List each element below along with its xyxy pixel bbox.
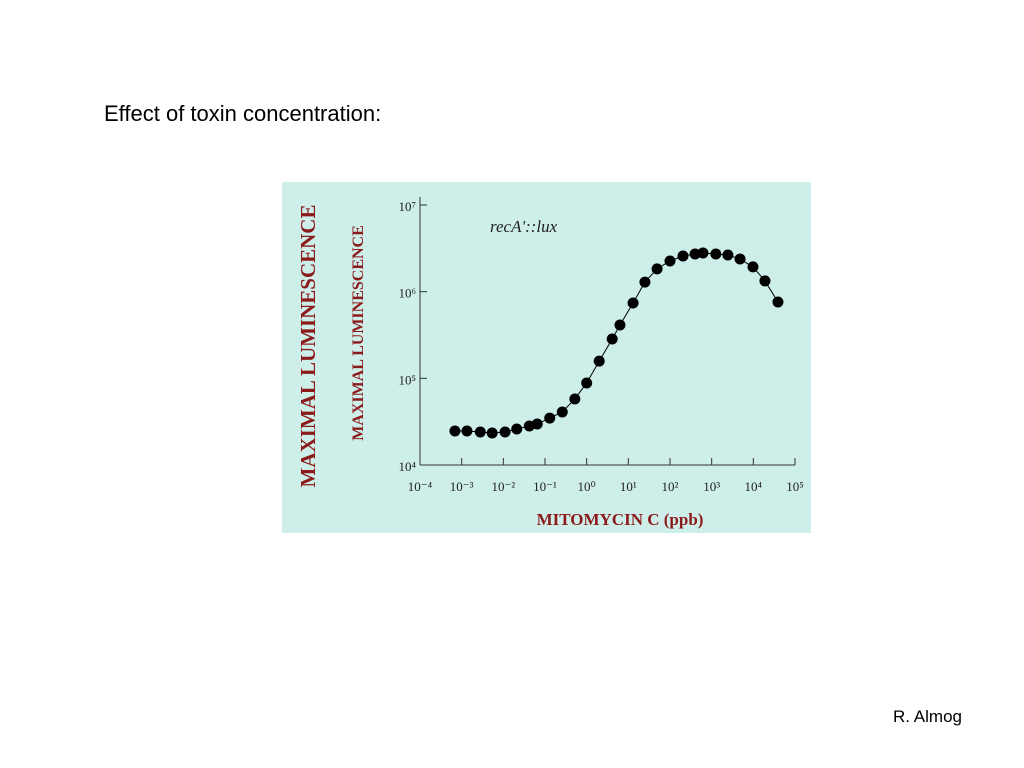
data-point — [499, 426, 511, 438]
y-axis-label: MAXIMAL LUMINESCENCE — [350, 225, 367, 441]
y-tick-label: 10⁵ — [398, 372, 416, 387]
data-point — [461, 425, 473, 437]
data-point — [486, 427, 498, 439]
data-point — [593, 355, 605, 367]
x-tick-label: 10⁵ — [786, 479, 804, 494]
data-point — [614, 319, 626, 331]
x-axis-label: MITOMYCIN C (ppb) — [537, 510, 704, 529]
author: R. Almog — [893, 707, 962, 726]
y-tick-label: 10⁷ — [398, 199, 416, 214]
y-axis-label: MAXIMAL LUMINESCENCE — [296, 205, 320, 488]
data-point — [511, 423, 523, 435]
chart-panel — [282, 182, 811, 533]
data-point — [651, 263, 663, 275]
x-tick-label: 10⁻¹ — [533, 479, 557, 494]
x-tick-label: 10⁻³ — [450, 479, 474, 494]
annotation: recA'::lux — [490, 217, 558, 236]
data-point — [677, 250, 689, 262]
data-point — [606, 333, 618, 345]
data-point — [759, 275, 771, 287]
data-point — [556, 406, 568, 418]
x-tick-label: 10³ — [703, 479, 720, 494]
data-point — [697, 247, 709, 259]
data-point — [474, 426, 486, 438]
data-point — [449, 425, 461, 437]
x-tick-label: 10² — [662, 479, 679, 494]
x-tick-label: 10⁻⁴ — [408, 479, 433, 494]
data-point — [772, 296, 784, 308]
series-line — [454, 252, 779, 434]
slide-title: Effect of toxin concentration: — [104, 101, 382, 126]
data-point — [581, 377, 593, 389]
x-tick-label: 10⁴ — [745, 479, 763, 494]
x-tick-label: 10¹ — [620, 479, 637, 494]
x-tick-label: 10⁰ — [578, 479, 596, 494]
data-point — [710, 248, 722, 260]
data-point — [544, 412, 556, 424]
data-point — [531, 418, 543, 430]
data-point — [722, 249, 734, 261]
data-point — [569, 393, 581, 405]
data-point — [747, 261, 759, 273]
data-point — [639, 276, 651, 288]
x-tick-label: 10⁻² — [491, 479, 515, 494]
data-point — [734, 253, 746, 265]
data-point — [627, 297, 639, 309]
y-tick-label: 10⁶ — [398, 286, 416, 301]
data-point — [664, 255, 676, 267]
y-tick-label: 10⁴ — [398, 459, 416, 474]
